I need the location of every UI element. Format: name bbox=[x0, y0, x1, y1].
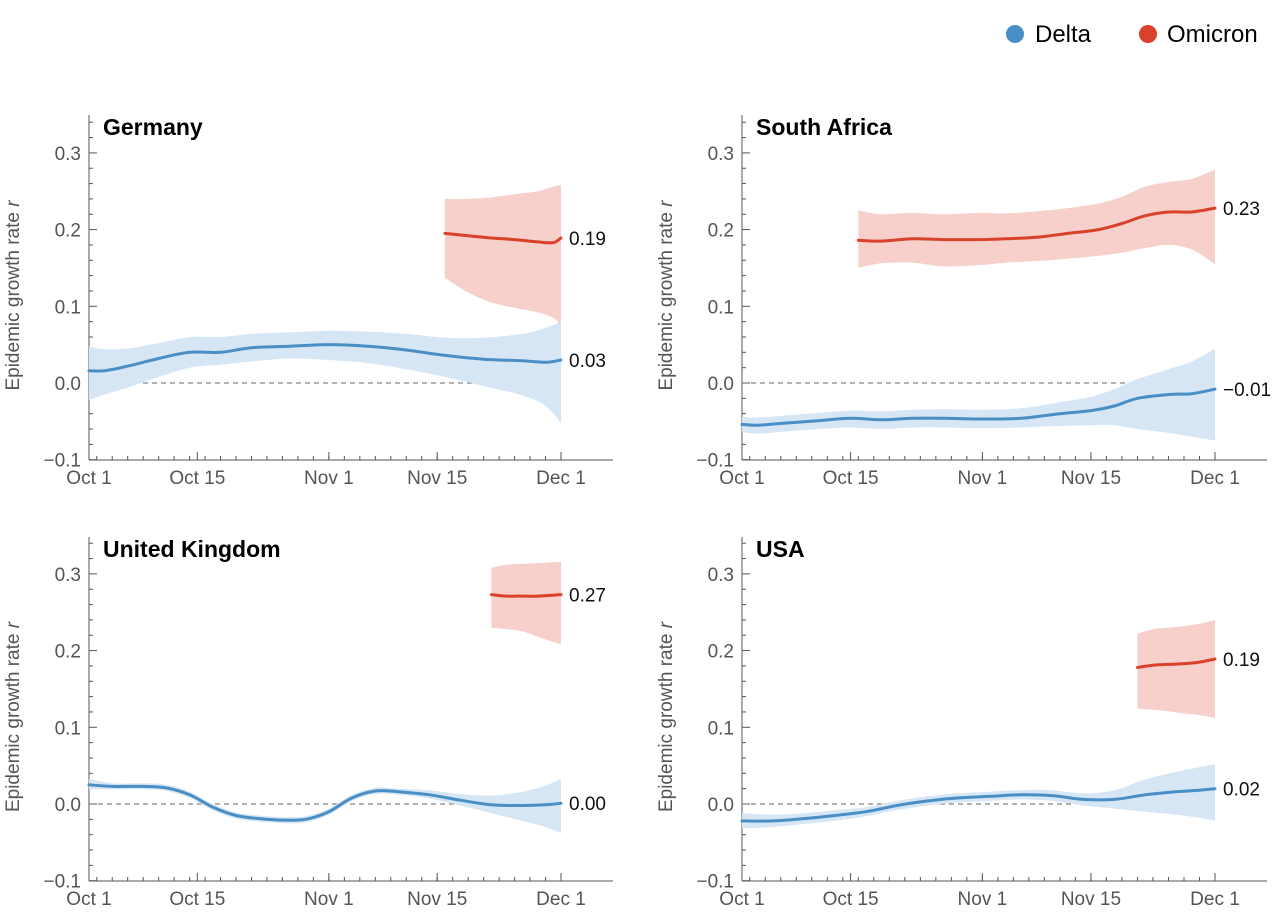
x-tick-label: Oct 1 bbox=[719, 468, 764, 489]
y-tick-label: 0.2 bbox=[55, 642, 81, 663]
x-tick-label: Nov 1 bbox=[958, 468, 1008, 489]
x-tick-label: Nov 1 bbox=[304, 468, 354, 489]
panel-united-kingdom: Epidemic growth rate r −0.1 0.0 0.1 0.2 0.3 Oc… bbox=[3, 536, 613, 910]
legend: Delta Omicron bbox=[1006, 21, 1258, 48]
y-tick-label: 0.3 bbox=[708, 565, 734, 586]
y-tick-label: −0.1 bbox=[696, 451, 734, 472]
y-tick-label: 0.2 bbox=[708, 221, 734, 242]
y-tick-label: 0.2 bbox=[55, 221, 81, 242]
y-axis-label: Epidemic growth rate r bbox=[656, 621, 677, 812]
panel-title: USA bbox=[756, 536, 805, 562]
y-tick-label: 0.3 bbox=[55, 144, 81, 165]
y-tick-label: −0.1 bbox=[43, 872, 81, 893]
y-axis-label: Epidemic growth rate r bbox=[3, 200, 24, 391]
y-axis-label: Epidemic growth rate r bbox=[656, 200, 677, 391]
omicron-confidence-band bbox=[1137, 619, 1215, 719]
x-tick-label: Nov 15 bbox=[1061, 889, 1121, 910]
y-tick-label: 0.1 bbox=[55, 297, 81, 318]
y-axis-label-text: Epidemic growth rate bbox=[656, 207, 677, 391]
y-axis-label-symbol: r bbox=[3, 200, 24, 207]
y-tick-label: 0.0 bbox=[708, 795, 734, 816]
omicron-confidence-band bbox=[491, 561, 561, 645]
x-tick-label: Dec 1 bbox=[1190, 468, 1240, 489]
y-tick-label: 0.1 bbox=[708, 718, 734, 739]
x-tick-label: Nov 1 bbox=[958, 889, 1008, 910]
x-tick-label: Nov 15 bbox=[407, 468, 467, 489]
y-tick-label: 0.0 bbox=[55, 374, 81, 395]
panel-germany: Epidemic growth rate r −0.1 0.0 0.1 0.2 0.3 Oc… bbox=[3, 114, 613, 489]
omicron-end-value-label: 0.19 bbox=[1223, 650, 1260, 671]
y-axis-label-symbol: r bbox=[3, 621, 24, 628]
omicron-end-value-label: 0.23 bbox=[1223, 199, 1260, 220]
y-axis-label-symbol: r bbox=[656, 200, 677, 207]
y-tick-label: 0.3 bbox=[55, 565, 81, 586]
x-tick-label: Oct 15 bbox=[823, 889, 879, 910]
x-tick-label: Dec 1 bbox=[1190, 889, 1240, 910]
legend-marker-delta bbox=[1006, 25, 1024, 43]
delta-end-value-label: −0.01 bbox=[1223, 380, 1271, 401]
y-tick-label: 0.0 bbox=[55, 795, 81, 816]
panel-south-africa: Epidemic growth rate r −0.1 0.0 0.1 0.2 0.3 Oc… bbox=[656, 114, 1271, 489]
omicron-series-line bbox=[1136, 657, 1217, 669]
legend-label-omicron: Omicron bbox=[1167, 21, 1258, 48]
omicron-series-line bbox=[489, 593, 563, 598]
y-axis-label-text: Epidemic growth rate bbox=[656, 628, 677, 812]
x-tick-label: Oct 15 bbox=[169, 889, 225, 910]
panel-title: United Kingdom bbox=[103, 536, 281, 562]
y-tick-label: −0.1 bbox=[696, 872, 734, 893]
x-tick-label: Oct 15 bbox=[823, 468, 879, 489]
y-tick-label: 0.0 bbox=[708, 374, 734, 395]
x-tick-label: Nov 15 bbox=[407, 889, 467, 910]
y-tick-label: −0.1 bbox=[43, 451, 81, 472]
delta-end-value-label: 0.00 bbox=[569, 794, 606, 815]
x-tick-label: Nov 15 bbox=[1061, 468, 1121, 489]
y-tick-label: 0.3 bbox=[708, 144, 734, 165]
delta-series-line bbox=[740, 387, 1217, 427]
y-axis-label-text: Epidemic growth rate bbox=[3, 628, 24, 812]
omicron-end-value-label: 0.27 bbox=[569, 586, 606, 607]
delta-series-line bbox=[740, 787, 1217, 823]
y-axis-label-text: Epidemic growth rate bbox=[3, 207, 24, 391]
delta-series-line bbox=[87, 343, 563, 373]
delta-end-value-label: 0.02 bbox=[1223, 780, 1260, 801]
omicron-end-value-label: 0.19 bbox=[569, 229, 606, 250]
x-tick-label: Nov 1 bbox=[304, 889, 354, 910]
y-axis-label: Epidemic growth rate r bbox=[3, 621, 24, 812]
omicron-series-line bbox=[856, 206, 1217, 243]
chart-panels: Epidemic growth rate r −0.1 0.0 0.1 0.2 0.3 Oc… bbox=[3, 114, 1271, 910]
panel-usa: Epidemic growth rate r −0.1 0.0 0.1 0.2 0.3 Oc… bbox=[656, 536, 1267, 910]
legend-label-delta: Delta bbox=[1035, 21, 1092, 48]
x-tick-label: Oct 15 bbox=[169, 468, 225, 489]
x-tick-label: Dec 1 bbox=[536, 468, 586, 489]
delta-confidence-band bbox=[89, 321, 561, 423]
x-tick-label: Oct 1 bbox=[66, 468, 111, 489]
panel-title: Germany bbox=[103, 114, 203, 140]
delta-confidence-band bbox=[742, 348, 1215, 441]
delta-end-value-label: 0.03 bbox=[569, 351, 606, 372]
x-tick-label: Oct 1 bbox=[719, 889, 764, 910]
x-tick-label: Dec 1 bbox=[536, 889, 586, 910]
y-tick-label: 0.1 bbox=[55, 718, 81, 739]
omicron-confidence-band bbox=[444, 185, 561, 326]
delta-series-line bbox=[87, 783, 563, 822]
delta-confidence-band bbox=[89, 778, 561, 834]
omicron-confidence-band bbox=[858, 169, 1215, 268]
panel-title: South Africa bbox=[756, 114, 892, 140]
legend-marker-omicron bbox=[1139, 25, 1157, 43]
y-tick-label: 0.1 bbox=[708, 297, 734, 318]
y-axis-label-symbol: r bbox=[656, 621, 677, 628]
x-tick-label: Oct 1 bbox=[66, 889, 111, 910]
omicron-series-line bbox=[443, 231, 563, 245]
y-tick-label: 0.2 bbox=[708, 642, 734, 663]
